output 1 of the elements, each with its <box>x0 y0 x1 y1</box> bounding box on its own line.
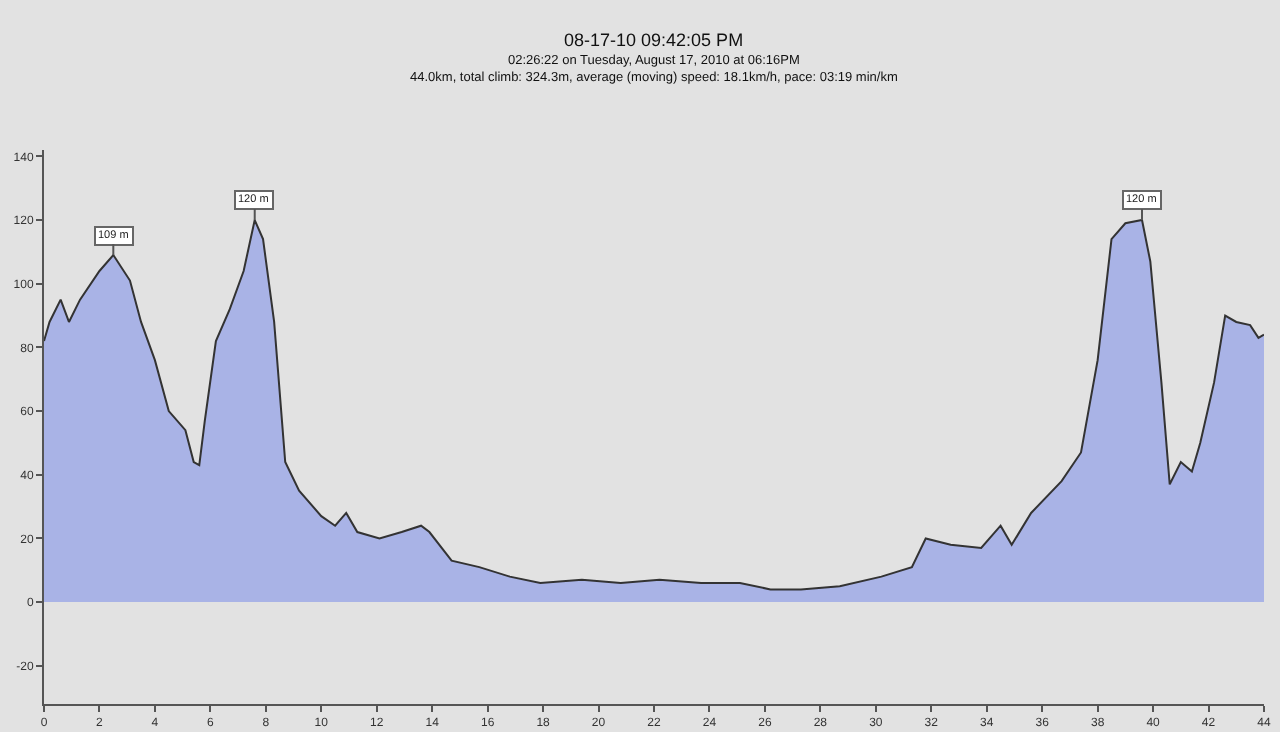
chart-title: 08-17-10 09:42:05 PM <box>564 30 744 50</box>
